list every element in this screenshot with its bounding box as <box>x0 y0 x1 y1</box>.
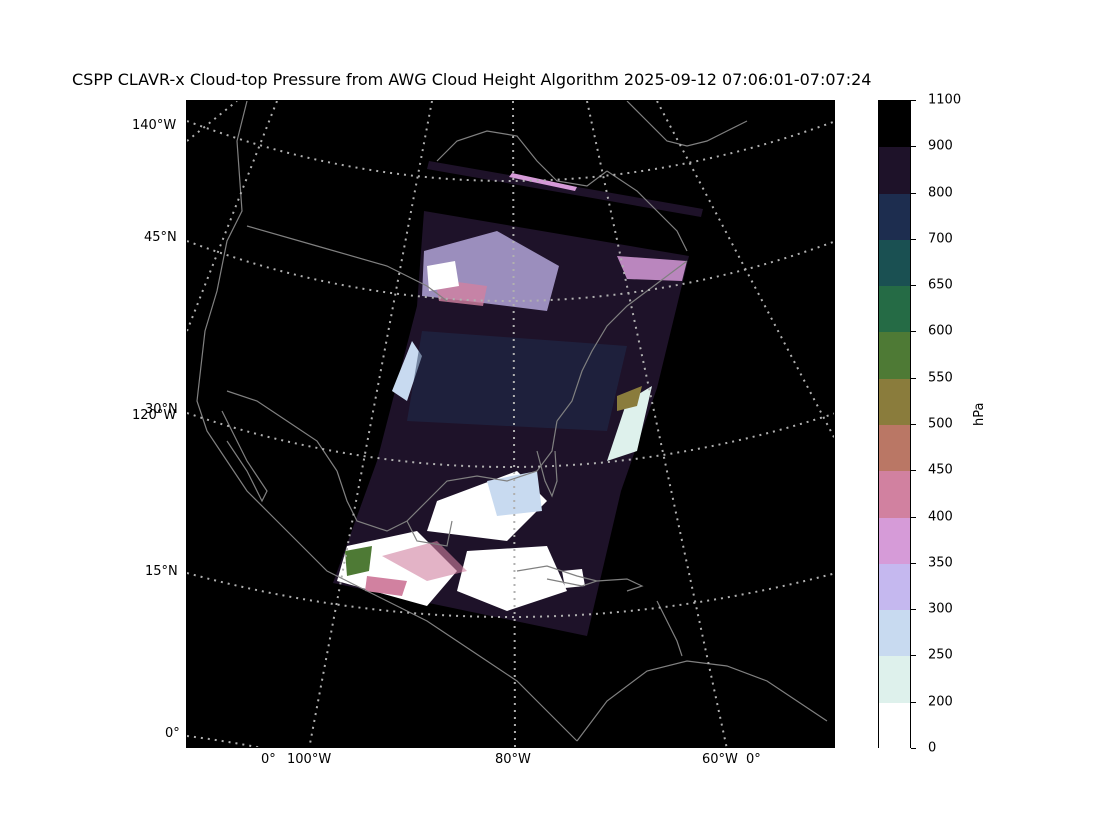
colorbar-tick-label: 450 <box>928 462 953 478</box>
colorbar-tick-mark <box>911 331 916 333</box>
lat-label-120w: 120°W <box>132 408 177 423</box>
colorbar-segment <box>879 332 910 380</box>
lon-label-0-left: 0° <box>261 752 276 767</box>
colorbar-segment <box>879 193 910 241</box>
map-svg <box>187 101 834 747</box>
colorbar-tick-label: 250 <box>928 647 953 663</box>
colorbar-tick-mark <box>911 377 916 379</box>
colorbar-tick-label: 300 <box>928 601 953 617</box>
map-panel[interactable] <box>186 100 835 748</box>
swath-strip-highlight <box>509 173 577 191</box>
meridian-100w <box>308 101 433 747</box>
colorbar-segment <box>879 656 910 704</box>
coastlines <box>196 101 828 742</box>
lon-label-80w: 80°W <box>495 752 531 767</box>
parallel-45n <box>187 240 834 302</box>
coastline-central-america <box>346 580 578 742</box>
coastline-labrador <box>606 170 688 252</box>
coastline-lesser-antilles <box>656 600 683 657</box>
lat-label-140w: 140°W <box>132 118 177 133</box>
parallel-0 <box>187 735 263 747</box>
coastline-south-america <box>576 660 828 742</box>
colorbar-tick-label: 700 <box>928 231 953 247</box>
colorbar-tick-mark <box>911 192 916 194</box>
colorbar-segment <box>879 101 910 148</box>
parallel-upper <box>187 120 834 182</box>
parallel-15n <box>187 572 834 618</box>
lat-label-30n: 30°N <box>145 402 178 417</box>
colorbar-tick-label: 550 <box>928 370 953 386</box>
swath-west-white <box>392 341 422 401</box>
meridian-40w <box>656 101 834 440</box>
meridian-80w <box>512 101 516 747</box>
plot-title: CSPP CLAVR-x Cloud-top Pressure from AWG… <box>72 70 872 89</box>
coastline-gulf-of-mexico <box>336 420 558 532</box>
colorbar-tick-mark <box>911 516 916 518</box>
colorbar-tick-label: 900 <box>928 138 953 154</box>
colorbar-tick-mark <box>911 285 916 287</box>
colorbar-tick-mark <box>911 424 916 425</box>
coastline-us-east <box>556 260 688 422</box>
swath-pink-band <box>382 541 467 581</box>
swath-caribbean-white <box>457 546 567 611</box>
colorbar-tick-label: 600 <box>928 323 953 339</box>
swath-mexico-pink <box>365 576 407 596</box>
meridian-120w <box>187 101 278 332</box>
lon-label-100w: 100°W <box>287 752 332 767</box>
coastline-baja <box>221 410 268 503</box>
colorbar-segment <box>879 610 910 657</box>
colorbar-tick-label: 500 <box>928 416 953 432</box>
colorbar-segment <box>879 563 910 611</box>
colorbar-segment <box>879 702 910 750</box>
colorbar-tick-mark <box>911 146 916 148</box>
graticule <box>187 101 834 747</box>
coastline-greenland <box>626 101 748 147</box>
lat-label-0: 0° <box>165 726 180 741</box>
colorbar-tick-mark <box>911 238 916 240</box>
swath-strip-top <box>427 161 703 217</box>
colorbar-tick-label: 350 <box>928 555 953 571</box>
colorbar-tick-label: 1100 <box>928 92 962 108</box>
colorbar-segment <box>879 378 910 426</box>
meridian-140w <box>187 101 238 142</box>
colorbar-unit-label: hPa <box>972 402 987 426</box>
colorbar-segment <box>879 286 910 333</box>
colorbar-tick-mark <box>911 562 916 564</box>
colorbar-segment <box>879 147 910 195</box>
swath-olive-patch <box>617 386 642 411</box>
colorbar-tick-label: 400 <box>928 509 953 525</box>
lon-label-0-right: 0° <box>746 752 761 767</box>
coastline-hispaniola <box>596 578 644 592</box>
colorbar-segment <box>879 471 910 519</box>
colorbar-tick-label: 650 <box>928 277 953 293</box>
lon-label-60w: 60°W <box>702 752 738 767</box>
coastline-cuba <box>516 565 600 587</box>
border-us-mexico <box>226 390 338 472</box>
colorbar-segment <box>879 239 910 287</box>
coastline-north-america-west <box>196 101 348 582</box>
satellite-swath <box>333 161 703 636</box>
colorbar-segment <box>879 517 910 565</box>
coastline-florida <box>536 450 558 498</box>
colorbar-tick-mark <box>911 100 916 101</box>
colorbar-tick-label: 200 <box>928 694 953 710</box>
coastline-hudson-bay <box>436 130 608 187</box>
colorbar-segment <box>879 425 910 472</box>
colorbar-tick-mark <box>911 470 916 472</box>
lat-label-15n: 15°N <box>145 564 178 579</box>
colorbar-tick-label: 0 <box>928 740 937 756</box>
colorbar-tick-mark <box>911 748 916 749</box>
swath-central-navy <box>407 331 627 431</box>
colorbar <box>878 100 911 750</box>
coastline-yucatan <box>406 520 453 547</box>
swath-east-coast-white <box>607 386 652 461</box>
colorbar-tick-mark <box>911 701 916 703</box>
border-us-canada <box>246 225 448 302</box>
colorbar-tick-mark <box>911 655 916 657</box>
lat-label-45n: 45°N <box>144 230 177 245</box>
swath-mexico-green <box>345 546 372 576</box>
colorbar-tick-label: 800 <box>928 185 953 201</box>
colorbar-tick-mark <box>911 609 916 611</box>
swath-white-blob-north <box>427 261 459 291</box>
